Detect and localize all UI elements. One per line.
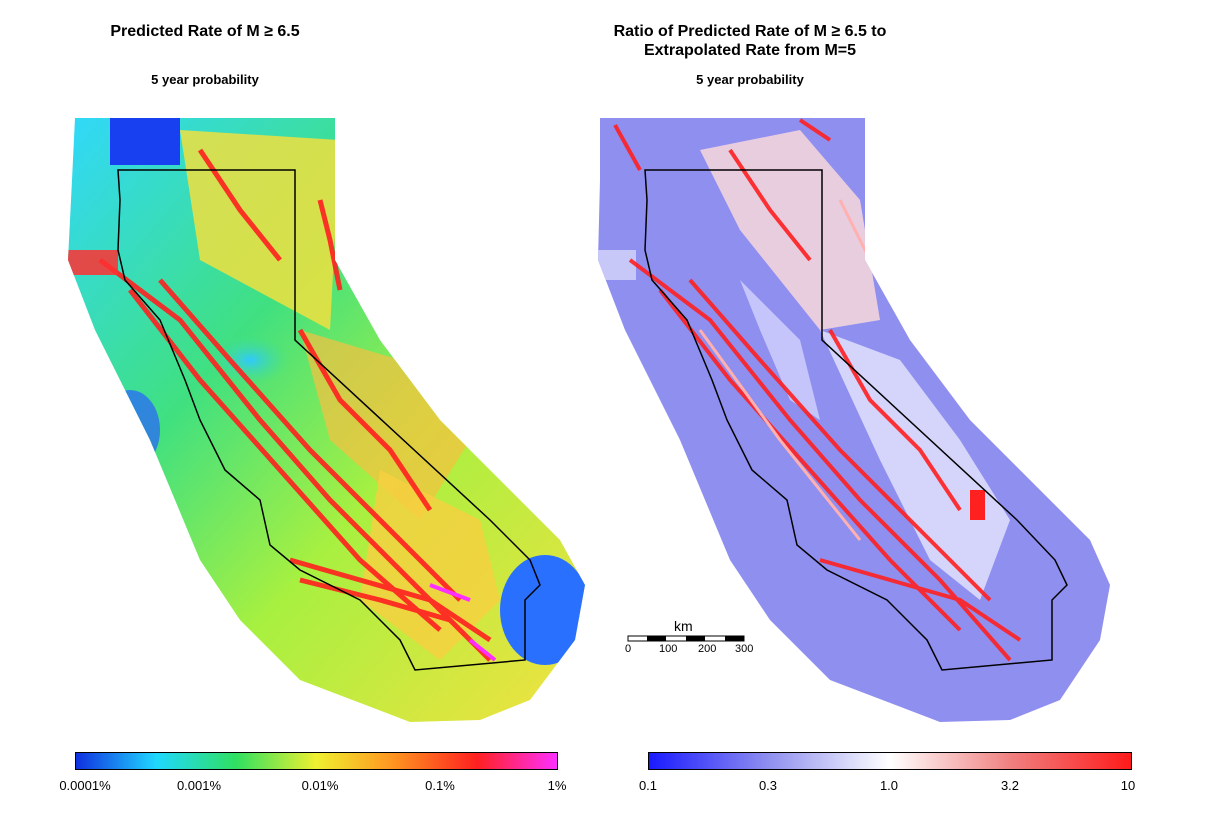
scale-tick-200: 200 [698, 643, 717, 655]
left-colorbar-tick: 1% [547, 778, 567, 793]
right-colorbar-tick: 10 [1120, 778, 1136, 793]
right-map-title-line1: Ratio of Predicted Rate of M ≥ 6.5 to [613, 23, 887, 40]
left-rate-map [68, 118, 585, 722]
scale-tick-100: 100 [659, 643, 678, 655]
left-colorbar [75, 752, 558, 770]
left-colorbar-tick: 0.1% [425, 778, 455, 793]
right-colorbar-tick: 1.0 [879, 778, 899, 793]
scale-bar: km 0 100 200 300 [622, 618, 762, 658]
right-colorbar [648, 752, 1132, 770]
left-colorbar-tick: 0.001% [176, 778, 222, 793]
scale-tick-0: 0 [625, 643, 632, 655]
left-map-subtitle: 5 year probability [151, 72, 259, 87]
right-ratio-map [598, 118, 1110, 722]
scale-tick-300: 300 [735, 643, 754, 655]
right-colorbar-tick: 3.2 [1000, 778, 1020, 793]
right-colorbar-tick: 0.1 [638, 778, 658, 793]
right-map-subtitle: 5 year probability [696, 72, 804, 87]
scale-bar-unit: km [674, 618, 693, 634]
right-map-title-line2: Extrapolated Rate from M=5 [643, 42, 857, 59]
left-map-title: Predicted Rate of M ≥ 6.5 [110, 23, 300, 40]
left-colorbar-tick: 0.0001% [59, 778, 111, 793]
scale-bar-graphic [627, 635, 745, 642]
left-colorbar-tick: 0.01% [301, 778, 339, 793]
right-colorbar-tick: 0.3 [758, 778, 778, 793]
